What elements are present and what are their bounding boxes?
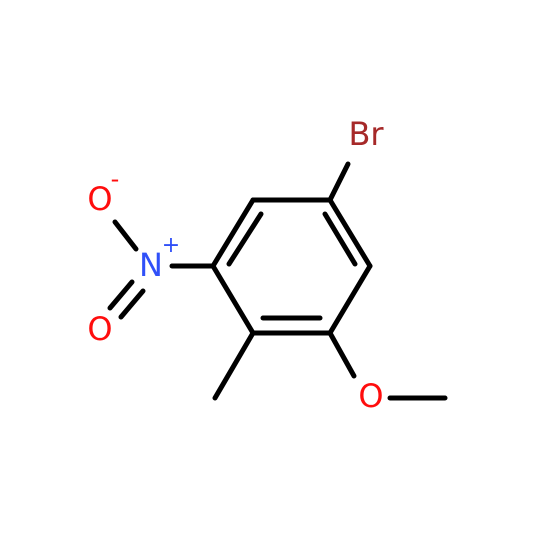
bond xyxy=(210,263,256,336)
atom-label: Br xyxy=(348,115,384,153)
bond xyxy=(327,263,373,336)
atom-label: N xyxy=(139,246,163,284)
double-bond-inner xyxy=(322,211,358,267)
charge-label: + xyxy=(162,233,180,258)
bond xyxy=(210,197,256,269)
charge-label: - xyxy=(111,165,120,193)
bond-methyl xyxy=(212,330,256,401)
bond-br xyxy=(327,161,351,203)
double-bond-inner xyxy=(226,211,264,267)
bond xyxy=(327,197,373,269)
atom-label: O xyxy=(358,377,383,415)
atom-label: O xyxy=(87,180,112,218)
atom-label: O xyxy=(87,310,112,348)
bond-o xyxy=(327,330,357,379)
bonds xyxy=(107,161,448,401)
bond-n-o-double xyxy=(118,288,146,320)
bond-n-o xyxy=(112,219,139,252)
bond-n-o-double xyxy=(107,279,135,311)
